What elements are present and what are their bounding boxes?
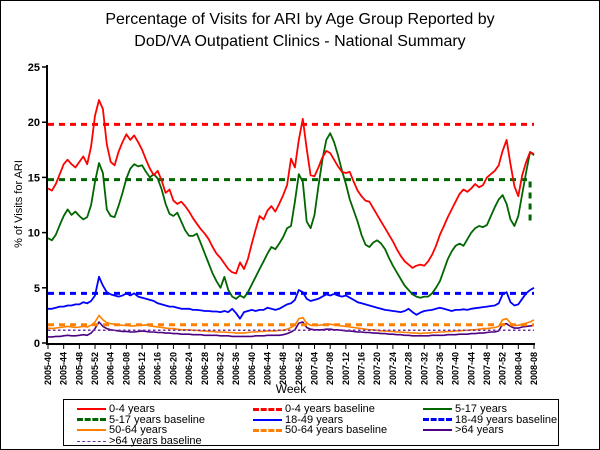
legend-item-64-years-baseline: >64 years baseline bbox=[77, 436, 253, 447]
legend-label: >64 years bbox=[455, 424, 504, 437]
x-tick-label: 2007-40 bbox=[451, 352, 461, 385]
series-line-18-49-years bbox=[48, 275, 535, 320]
y-tick-label: 25 bbox=[28, 62, 40, 74]
x-tick-label: 2007-28 bbox=[404, 352, 414, 385]
x-axis-title: Week bbox=[275, 382, 307, 396]
legend-swatch-5-17-years-baseline bbox=[77, 418, 106, 422]
x-tick-label: 2006-16 bbox=[153, 352, 163, 385]
x-tick-label: 2005-48 bbox=[74, 352, 84, 385]
x-tick-label: 2007-16 bbox=[357, 352, 367, 385]
x-tick-label: 2007-12 bbox=[341, 352, 351, 385]
legend-label: 50-64 years bbox=[109, 424, 168, 437]
legend-label: 0-4 years baseline bbox=[285, 403, 375, 416]
legend-label: 18-49 years bbox=[285, 413, 344, 426]
x-tick-label: 2006-48 bbox=[278, 352, 288, 385]
legend-label: 50-64 years baseline bbox=[285, 424, 388, 437]
legend-item-18-49-years: 18-49 years bbox=[253, 413, 423, 426]
series-line-5-17-years bbox=[47, 132, 535, 300]
chart-legend: 0-4 years 0-4 years baseline 5-17 years 5-1… bbox=[63, 399, 559, 446]
legend-item-18-49-years-baseline: 18-49 years baseline bbox=[423, 413, 558, 426]
x-tick-label: 2007-52 bbox=[498, 352, 508, 385]
chart-title: Percentage of Visits for ARI by Age Grou… bbox=[1, 9, 599, 53]
x-tick-label: 2008-08 bbox=[529, 352, 539, 385]
chart-svg: 0 5 10 15 20 25 2005-40 2005-44 2005-48 2005-52 20… bbox=[28, 62, 539, 385]
x-tick-label: 2006-32 bbox=[215, 352, 225, 385]
x-tick-label: 2008-04 bbox=[513, 352, 523, 385]
legend-item-0-4-years: 0-4 years bbox=[77, 404, 253, 415]
legend-item-5-17-years-baseline: 5-17 years baseline bbox=[77, 413, 253, 426]
legend-item-5-17-years: 5-17 years bbox=[423, 404, 558, 415]
legend-item-50-64-years: 50-64 years bbox=[77, 425, 253, 436]
x-tick-label: 2006-12 bbox=[137, 352, 147, 385]
x-tick-label: 2007-48 bbox=[482, 352, 492, 385]
legend-swatch-18-49-years-baseline bbox=[423, 418, 452, 422]
legend-swatch-64-years bbox=[423, 429, 452, 432]
x-tick-label: 2006-20 bbox=[168, 352, 178, 385]
x-tick-label: 2007-04 bbox=[310, 352, 320, 385]
x-tick-label: 2007-36 bbox=[435, 352, 445, 385]
legend-swatch-64-years-baseline bbox=[77, 440, 106, 442]
legend-label: 0-4 years bbox=[109, 403, 155, 416]
series-line-64-years bbox=[48, 321, 535, 338]
legend-item-50-64-years-baseline: 50-64 years baseline bbox=[253, 425, 423, 436]
legend-label: 5-17 years baseline bbox=[109, 413, 206, 426]
legend-swatch-5-17-years bbox=[423, 408, 452, 411]
y-tick-label: 0 bbox=[34, 338, 40, 350]
x-tick-label: 2006-04 bbox=[106, 352, 116, 385]
x-tick-label: 2007-08 bbox=[325, 352, 335, 385]
x-tick-label: 2006-52 bbox=[294, 352, 304, 385]
legend-label: 5-17 years bbox=[455, 403, 507, 416]
series-line-0-4-years bbox=[47, 99, 535, 275]
x-tick-label: 2006-24 bbox=[184, 352, 194, 385]
x-tick-label: 2005-44 bbox=[59, 352, 69, 385]
legend-swatch-50-64-years bbox=[77, 429, 106, 432]
legend-label: 18-49 years baseline bbox=[455, 413, 558, 426]
x-tick-label: 2007-24 bbox=[388, 352, 398, 385]
legend-label: >64 years baseline bbox=[109, 434, 202, 447]
legend-swatch-0-4-years bbox=[77, 408, 106, 411]
x-tick-label: 2005-52 bbox=[90, 352, 100, 385]
x-tick-label: 2006-08 bbox=[121, 352, 131, 385]
chart-title-line2: DoD/VA Outpatient Clinics - National Sum… bbox=[134, 33, 466, 50]
y-tick-label: 10 bbox=[28, 228, 40, 240]
x-tick-label: 2007-20 bbox=[372, 352, 382, 385]
x-tick-label: 2007-44 bbox=[466, 352, 476, 385]
legend-swatch-18-49-years bbox=[253, 418, 282, 421]
x-tick-label: 2006-40 bbox=[247, 352, 257, 385]
y-tick-label: 15 bbox=[28, 172, 40, 184]
x-tick-label: 2006-28 bbox=[200, 352, 210, 385]
legend-swatch-0-4-years-baseline bbox=[253, 407, 282, 411]
x-tick-label: 2005-40 bbox=[43, 352, 53, 385]
chart-title-line1: Percentage of Visits for ARI by Age Grou… bbox=[105, 11, 495, 28]
legend-item-64-years: >64 years bbox=[423, 425, 558, 436]
x-tick-label: 2006-44 bbox=[262, 352, 272, 385]
x-tick-label: 2006-36 bbox=[231, 352, 241, 385]
y-tick-label: 20 bbox=[28, 117, 40, 129]
legend-swatch-50-64-years-baseline bbox=[253, 428, 282, 432]
y-tick-label: 5 bbox=[34, 283, 40, 295]
legend-item-0-4-years-baseline: 0-4 years baseline bbox=[253, 404, 423, 415]
x-tick-label: 2007-32 bbox=[419, 352, 429, 385]
